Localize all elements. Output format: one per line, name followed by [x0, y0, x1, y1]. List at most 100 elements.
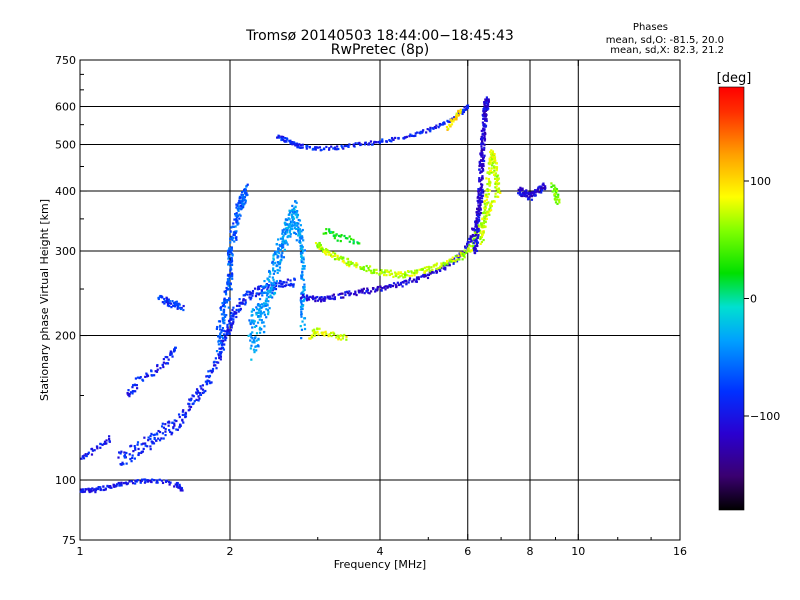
echo-point: [521, 187, 524, 190]
echo-point: [80, 457, 83, 460]
echo-point: [243, 198, 246, 202]
echo-point: [327, 297, 330, 300]
echo-point: [298, 228, 302, 231]
echo-point: [475, 218, 479, 221]
echo-point: [279, 285, 282, 288]
echo-point: [299, 224, 302, 227]
echo-point: [251, 308, 254, 311]
echo-point: [494, 186, 497, 189]
echo-point: [83, 490, 87, 493]
echo-point: [475, 249, 479, 253]
echo-point: [275, 264, 278, 267]
echo-point: [476, 236, 479, 239]
echo-point: [268, 307, 271, 310]
echo-point: [489, 204, 492, 207]
echo-point: [87, 487, 90, 490]
echo-point: [301, 236, 304, 239]
echo-point: [473, 251, 477, 255]
echo-point: [136, 479, 139, 482]
echo-point: [149, 448, 152, 451]
echo-point: [309, 337, 312, 340]
echo-point: [413, 269, 417, 272]
echo-point: [487, 210, 490, 213]
echo-point: [422, 129, 425, 132]
echo-point: [497, 187, 500, 190]
echo-point: [279, 248, 282, 252]
echo-point: [423, 266, 426, 269]
echo-point: [173, 485, 176, 488]
echo-point: [229, 329, 233, 332]
echo-point: [410, 270, 413, 273]
echo-point: [360, 267, 364, 270]
echo-point: [242, 189, 246, 193]
echo-point: [220, 341, 223, 345]
echo-point: [261, 294, 264, 297]
echo-point: [486, 104, 490, 108]
echo-point: [495, 175, 499, 178]
echo-point: [453, 116, 456, 119]
echo-point: [476, 235, 480, 238]
echo-point: [305, 294, 309, 297]
echo-point: [146, 480, 150, 483]
echo-point: [484, 215, 488, 218]
echo-point: [413, 272, 416, 275]
echo-point: [298, 232, 301, 235]
echo-point: [218, 328, 222, 331]
echo-point: [248, 319, 251, 322]
echo-point: [447, 120, 450, 123]
echo-point: [336, 145, 339, 148]
echo-point: [302, 285, 305, 289]
echo-point: [299, 297, 303, 300]
echo-point: [358, 289, 362, 293]
echo-point: [479, 152, 482, 155]
echo-point: [160, 437, 163, 440]
echo-point: [93, 488, 96, 491]
echo-point: [298, 230, 301, 233]
echo-point: [482, 107, 485, 111]
echo-point: [552, 184, 555, 187]
echo-point: [269, 287, 272, 290]
echo-point: [355, 266, 358, 269]
echo-point: [410, 134, 413, 137]
echo-point: [480, 155, 483, 158]
echo-point: [131, 454, 134, 457]
echo-point: [447, 127, 450, 130]
echo-point: [343, 234, 346, 238]
echo-point: [452, 120, 455, 123]
echo-point: [488, 208, 491, 211]
echo-point: [290, 225, 293, 228]
echo-point: [198, 397, 201, 400]
echo-point: [220, 347, 223, 350]
echo-point: [490, 201, 493, 204]
echo-point: [166, 302, 170, 305]
echo-point: [108, 437, 111, 441]
echo-point: [554, 186, 557, 189]
echo-point: [483, 202, 486, 205]
echo-point: [123, 455, 126, 458]
echo-point: [179, 489, 182, 492]
echo-point: [483, 219, 486, 222]
echo-point: [482, 114, 485, 118]
echo-point: [235, 315, 238, 319]
echo-point: [478, 168, 481, 171]
echo-point: [443, 262, 446, 265]
echo-point: [477, 192, 480, 195]
echo-point: [293, 231, 296, 235]
echo-point: [147, 439, 150, 442]
echo-point: [491, 153, 494, 156]
echo-point: [323, 296, 326, 299]
echo-point: [263, 313, 267, 316]
echo-point: [252, 319, 255, 322]
echo-point: [479, 237, 482, 241]
echo-point: [489, 169, 493, 172]
echo-point: [442, 267, 446, 270]
echo-point: [170, 306, 173, 309]
echo-point: [232, 222, 235, 225]
echo-point: [181, 410, 184, 413]
echo-point: [339, 235, 342, 238]
echo-point: [255, 306, 258, 309]
echo-point: [255, 313, 258, 316]
echo-point: [476, 241, 480, 244]
